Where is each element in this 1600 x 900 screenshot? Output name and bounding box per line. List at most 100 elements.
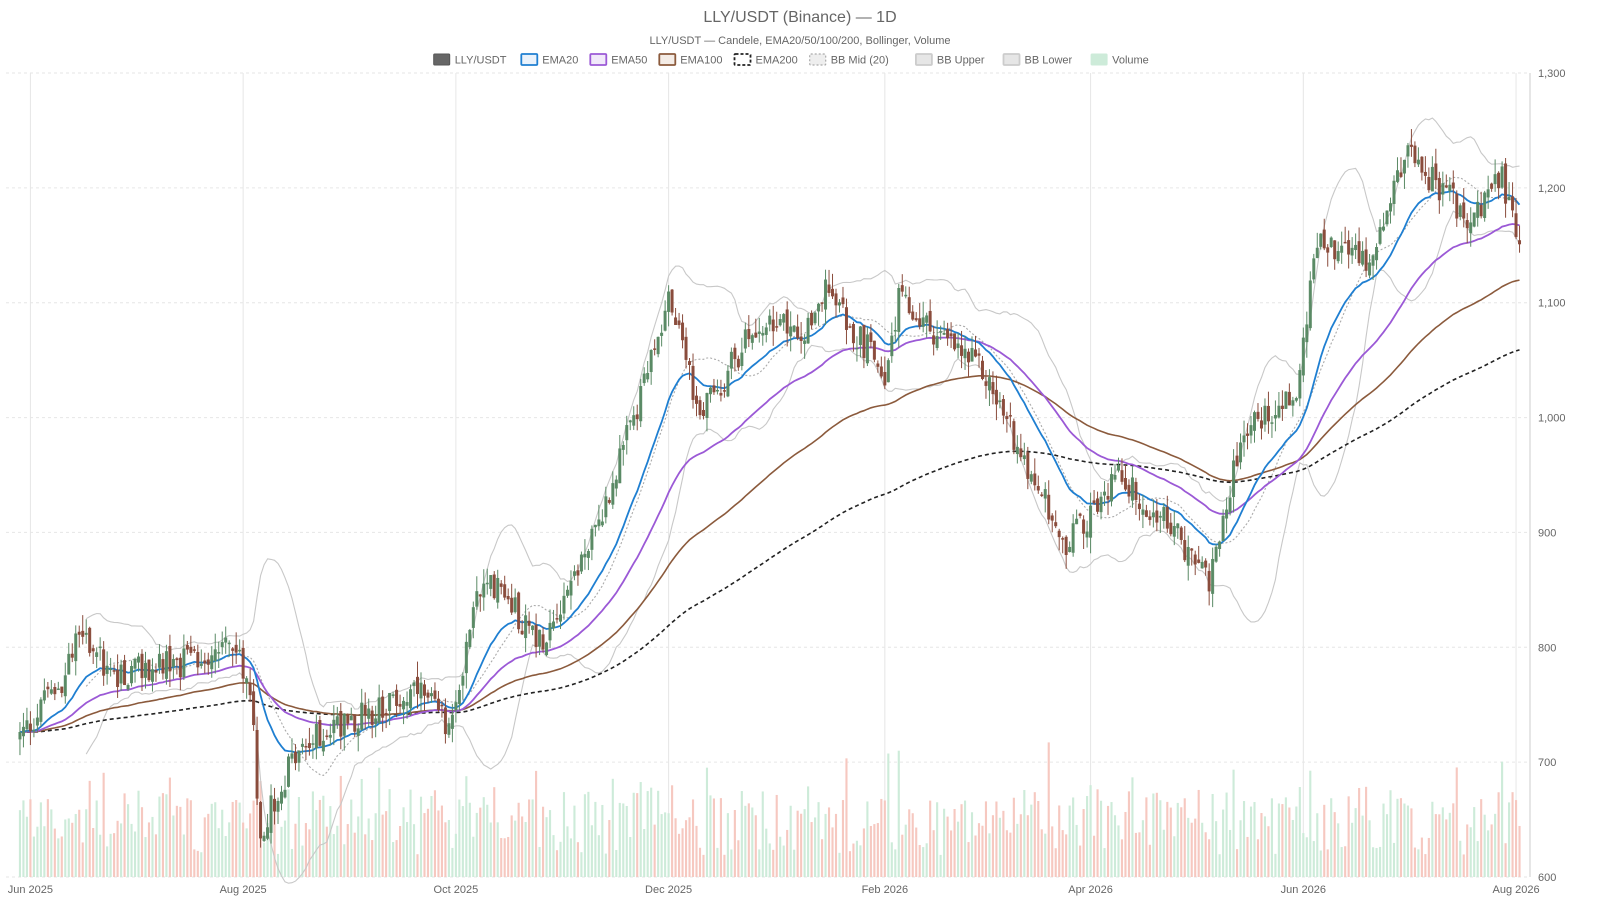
volume-bar (486, 804, 489, 877)
legend-item[interactable]: EMA200 (733, 53, 798, 67)
candle-body (994, 389, 998, 405)
candle-body (21, 726, 25, 737)
candle-body (1103, 491, 1107, 496)
candle-body (1075, 518, 1079, 525)
candle-body (1165, 506, 1169, 529)
volume-bar (943, 808, 946, 877)
volume-bar (1295, 806, 1298, 877)
candle-body (1402, 159, 1406, 174)
candle-body (1239, 442, 1243, 463)
candle-body (1333, 240, 1337, 260)
legend-item[interactable]: EMA50 (589, 53, 647, 67)
legend-item[interactable]: EMA20 (520, 53, 578, 67)
legend-item[interactable]: BB Mid (20) (809, 53, 889, 67)
volume-bar (385, 811, 388, 877)
volume-bar (1274, 853, 1277, 877)
volume-bar (32, 836, 35, 877)
candle-body (1284, 391, 1288, 409)
legend-item[interactable]: LLY/USDT (433, 53, 507, 67)
candle-body (1190, 548, 1194, 551)
candle-body (970, 347, 974, 362)
candle-body (886, 360, 890, 383)
ema200-line (19, 349, 1520, 733)
volume-bar (775, 794, 778, 877)
candle-body (1291, 400, 1295, 406)
volume-bar (807, 786, 810, 877)
volume-bar (1183, 798, 1186, 877)
candle-body (761, 332, 765, 336)
candle-body (538, 629, 542, 647)
candle-body (335, 716, 339, 725)
volume-bar (1354, 808, 1357, 877)
volume-bar (573, 805, 576, 877)
candle-body (698, 400, 702, 416)
volume-bar (1190, 822, 1193, 877)
volume-bar (737, 840, 740, 877)
volume-bar (1253, 802, 1256, 877)
volume-bar (1319, 850, 1322, 877)
volume-bar (336, 825, 339, 877)
candle-body (991, 382, 995, 395)
candle-body (1099, 496, 1103, 513)
volume-bar (144, 837, 147, 877)
candle-body (1225, 509, 1229, 519)
ema100-line (19, 279, 1520, 733)
candle-body (579, 554, 583, 572)
volume-bar (158, 796, 161, 877)
ema20-line (19, 190, 1521, 754)
volume-bar (1218, 854, 1221, 877)
volume-bar (528, 799, 531, 877)
candle-body (1270, 422, 1274, 424)
candle-body (1253, 412, 1256, 431)
volume-bar (1375, 847, 1378, 877)
candle-body (447, 723, 451, 735)
volume-bar (1187, 817, 1190, 877)
candle-body (611, 483, 615, 505)
volume-bar (939, 854, 942, 877)
candle-body (1350, 247, 1354, 256)
volume-bar (374, 813, 377, 877)
legend-item[interactable]: BB Upper (915, 53, 985, 67)
candle-body (1064, 536, 1068, 556)
candle-body (562, 595, 566, 614)
legend-item[interactable]: BB Lower (1002, 53, 1073, 67)
candle-body (405, 702, 409, 706)
candle-body (388, 693, 392, 712)
candle-body (879, 366, 883, 377)
volume-bar (1075, 824, 1078, 877)
volume-bar (1235, 849, 1239, 877)
ema50-line (19, 223, 1520, 734)
volume-bar (671, 785, 674, 877)
volume-bar (245, 828, 248, 877)
volume-bar (1194, 818, 1197, 877)
candle-body (471, 607, 475, 628)
candle-body (60, 686, 64, 693)
candle-body (1259, 420, 1263, 429)
candle-body (67, 653, 71, 675)
candle-body (674, 317, 678, 325)
volume-bar (36, 826, 39, 877)
candle-body (632, 415, 636, 426)
candle-body (314, 723, 318, 749)
legend-item[interactable]: Volume (1090, 53, 1149, 67)
candle-body (974, 349, 977, 357)
candle-body (1392, 180, 1396, 204)
volume-bar (548, 810, 552, 877)
legend[interactable]: LLY/USDT EMA20 EMA50 EMA100 EMA200 BB Mid (20… (433, 53, 1149, 67)
volume-bar (702, 854, 705, 877)
volume-bar (779, 836, 782, 877)
volume-bar (761, 791, 764, 877)
volume-bar (217, 828, 220, 877)
candle-body (925, 315, 929, 323)
candle-body (855, 347, 859, 350)
legend-item[interactable]: EMA100 (658, 53, 723, 67)
volume-bar (346, 824, 349, 877)
volume-bar (161, 793, 164, 877)
volume-bar (517, 802, 520, 877)
candle-body (1500, 166, 1504, 188)
candle-body (1019, 448, 1023, 458)
candle-body (1472, 212, 1476, 227)
candle-body (489, 575, 493, 589)
candle-body (513, 597, 517, 613)
volume-bar (1427, 837, 1430, 877)
